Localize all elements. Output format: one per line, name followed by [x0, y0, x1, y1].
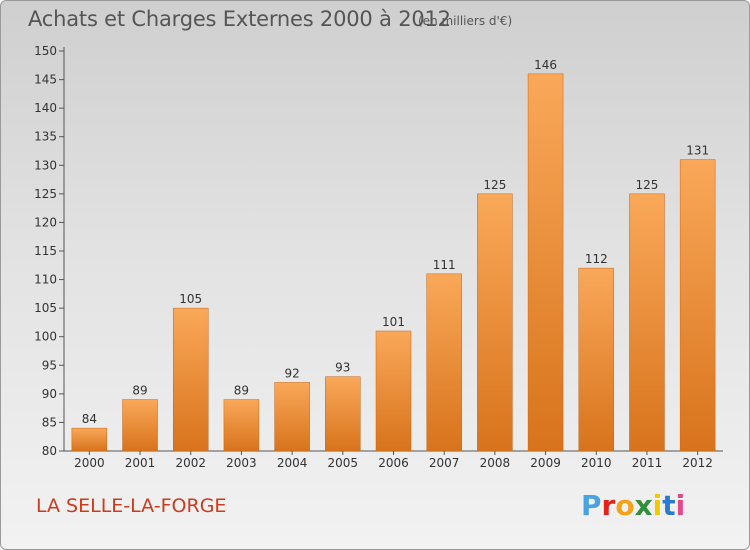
bar-2006	[375, 330, 412, 452]
logo-letter: x	[634, 489, 653, 522]
bar-2008	[477, 193, 513, 452]
y-tick-label: 110	[34, 273, 57, 287]
x-tick-label: 2009	[530, 456, 561, 470]
bar-2004	[274, 382, 310, 452]
y-tick-label: 95	[42, 358, 57, 372]
bar-2005	[325, 376, 361, 452]
data-label: 111	[433, 258, 456, 272]
y-tick-label: 150	[34, 44, 57, 58]
data-label: 89	[132, 384, 147, 398]
data-label: 125	[636, 178, 659, 192]
data-label: 93	[335, 361, 350, 375]
logo-letter: i	[675, 489, 686, 522]
bar-2012	[679, 159, 716, 452]
bar-2009	[527, 73, 564, 452]
y-tick-label: 120	[34, 215, 57, 229]
y-tick-label: 145	[34, 73, 57, 87]
y-tick-label: 80	[42, 444, 57, 458]
x-tick-label: 2000	[74, 456, 105, 470]
y-tick-label: 85	[42, 415, 57, 429]
bar-2007	[426, 273, 462, 452]
commune-name: LA SELLE-LA-FORGE	[36, 495, 227, 517]
x-tick-label: 2003	[226, 456, 257, 470]
y-tick-label: 140	[34, 101, 57, 115]
bar-2002	[172, 307, 209, 452]
y-tick-label: 90	[42, 387, 57, 401]
proxiti-logo[interactable]: Proxiti	[581, 489, 685, 522]
data-label: 131	[686, 144, 709, 158]
x-tick-label: 2006	[378, 456, 409, 470]
x-tick-label: 2001	[125, 456, 156, 470]
data-label: 101	[382, 315, 405, 329]
x-tick-label: 2011	[632, 456, 663, 470]
bar-2011	[629, 193, 665, 452]
y-tick-label: 105	[34, 301, 57, 315]
x-tick-label: 2012	[682, 456, 713, 470]
y-tick-label: 115	[34, 244, 57, 258]
bar-2003	[223, 399, 260, 452]
data-label: 105	[179, 292, 202, 306]
axes: 80 85 90 95 100 105 110 115 120 125 130 135 140 145 15…	[34, 44, 723, 458]
x-tick-label: 2008	[480, 456, 511, 470]
y-tick-label: 125	[34, 187, 57, 201]
x-tick-label: 2007	[429, 456, 460, 470]
data-label: 89	[234, 384, 249, 398]
bar-2000	[71, 427, 108, 452]
logo-letter: t	[662, 489, 676, 522]
data-label: 125	[483, 178, 506, 192]
logo-letter: o	[615, 489, 635, 522]
x-tick-label: 2004	[277, 456, 308, 470]
logo-letter: r	[601, 489, 616, 522]
x-tick-label: 2005	[328, 456, 359, 470]
bars	[71, 73, 716, 452]
data-label: 112	[585, 252, 608, 266]
data-label: 92	[284, 366, 299, 380]
logo-letter: i	[652, 489, 663, 522]
labels: 2000 84 2001 89 2002 105 2003 89 2004 92 2005 93 200…	[74, 58, 713, 470]
bar-2001	[122, 399, 158, 452]
data-label: 146	[534, 58, 557, 72]
x-tick-label: 2002	[175, 456, 206, 470]
y-tick-label: 130	[34, 158, 57, 172]
data-label: 84	[82, 412, 97, 426]
logo-letter: P	[581, 489, 602, 522]
x-tick-label: 2010	[581, 456, 612, 470]
chart-unit: (en milliers d'€)	[418, 14, 513, 28]
y-tick-label: 100	[34, 330, 57, 344]
bar-2010	[578, 267, 615, 452]
chart-title: Achats et Charges Externes 2000 à 2012	[28, 7, 451, 31]
y-tick-label: 135	[34, 130, 57, 144]
